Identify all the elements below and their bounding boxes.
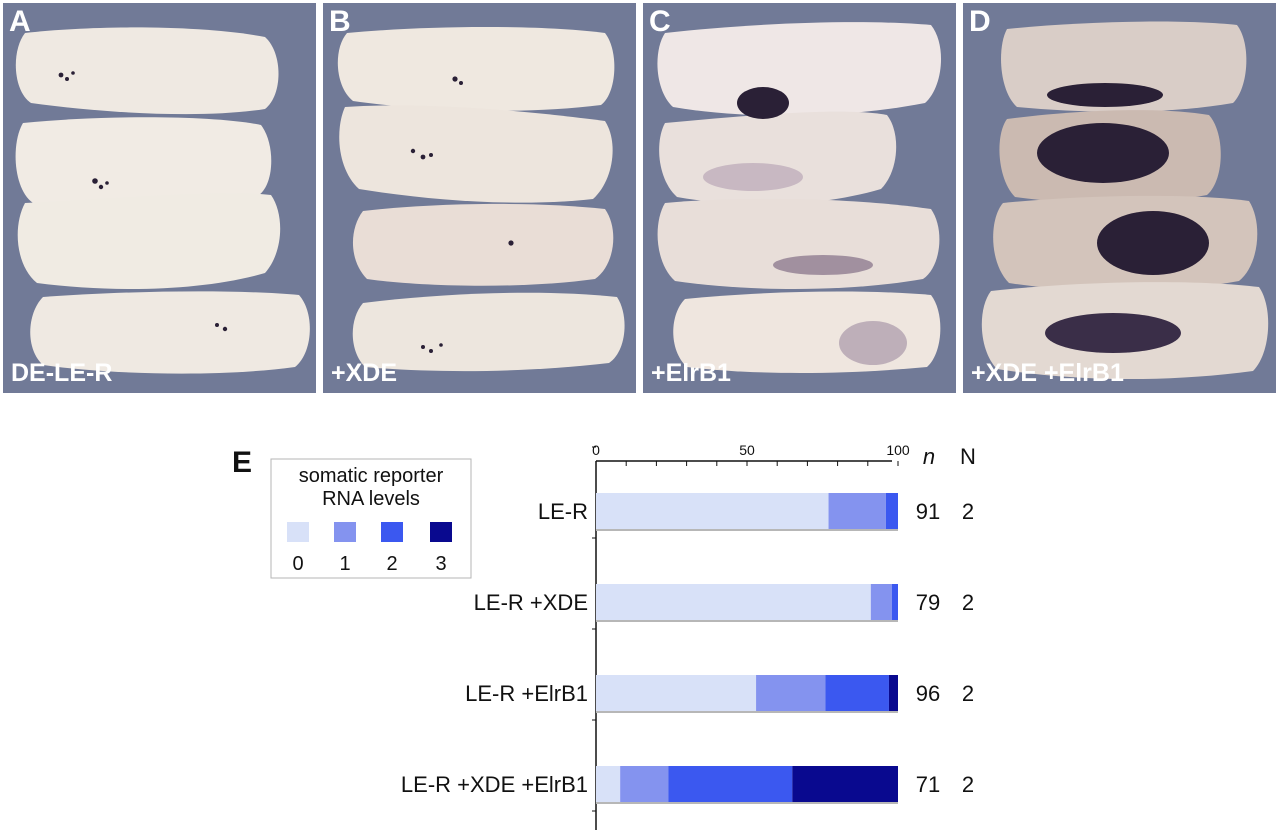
panel-caption: +ElrB1 xyxy=(651,359,731,387)
N-value: 2 xyxy=(962,772,974,797)
legend-swatch-level-2 xyxy=(381,522,403,542)
legend-label: 0 xyxy=(292,553,303,575)
legend-title: somatic reporter xyxy=(299,465,444,487)
N-value: 2 xyxy=(962,681,974,706)
embryo-photo-d xyxy=(981,21,1269,380)
bar-segment-level-0 xyxy=(596,766,621,802)
category-label: LE-R +XDE xyxy=(474,590,588,615)
panel-letter-e: E xyxy=(232,446,252,479)
bar-segment-level-1 xyxy=(870,584,892,620)
embryo-photo-c xyxy=(657,22,942,373)
bar-segment-level-1 xyxy=(756,675,826,711)
N-value: 2 xyxy=(962,590,974,615)
panel-c: C +ElrB1 xyxy=(643,3,956,393)
panel-d: D +XDE +ElrB1 xyxy=(963,3,1276,393)
bar-segment-level-3 xyxy=(888,675,898,711)
bar-segment-level-0 xyxy=(596,675,757,711)
category-label: LE-R +ElrB1 xyxy=(465,681,588,706)
panel-letter: C xyxy=(649,5,671,38)
legend-swatch-level-3 xyxy=(430,522,452,542)
x-tick-label: 100 xyxy=(886,442,910,458)
bar-segment-level-3 xyxy=(792,766,898,802)
x-tick-label: 50 xyxy=(739,442,755,458)
n-header: n xyxy=(923,444,935,469)
category-label: LE-R +XDE +ElrB1 xyxy=(401,772,588,797)
n-value: 91 xyxy=(916,499,940,524)
bar-segment-level-2 xyxy=(891,584,898,620)
bar-segment-level-1 xyxy=(620,766,669,802)
bar-segment-level-1 xyxy=(828,493,886,529)
panel-a: A DE-LE-R xyxy=(3,3,316,393)
bar-segment-level-2 xyxy=(668,766,793,802)
legend-box xyxy=(270,458,472,579)
panel-letter: A xyxy=(9,5,31,38)
n-value: 71 xyxy=(916,772,940,797)
legend-swatch-level-0 xyxy=(287,522,309,542)
n-value: 96 xyxy=(916,681,940,706)
bar-segment-level-0 xyxy=(596,493,829,529)
N-header: N xyxy=(960,444,976,469)
bar-segment-level-0 xyxy=(596,584,871,620)
x-tick-label: 0 xyxy=(592,442,600,458)
embryo-photo-b xyxy=(337,27,625,372)
legend-label: 1 xyxy=(339,553,350,575)
legend-label: 2 xyxy=(386,553,397,575)
panel-caption: +XDE xyxy=(331,359,398,387)
N-value: 2 xyxy=(962,499,974,524)
n-value: 79 xyxy=(916,590,940,615)
legend-title: RNA levels xyxy=(322,488,420,510)
bar-segment-level-2 xyxy=(885,493,898,529)
legend-label: 3 xyxy=(435,553,446,575)
panel-b: B +XDE xyxy=(323,3,636,393)
category-label: LE-R xyxy=(538,499,588,524)
bar-segment-level-2 xyxy=(825,675,889,711)
panel-letter: B xyxy=(329,5,351,38)
panel-caption: +XDE +ElrB1 xyxy=(971,359,1124,387)
panel-letter: D xyxy=(969,5,991,38)
legend-swatch-level-1 xyxy=(334,522,356,542)
embryo-photo-a xyxy=(15,27,310,374)
panel-caption: DE-LE-R xyxy=(11,359,113,387)
